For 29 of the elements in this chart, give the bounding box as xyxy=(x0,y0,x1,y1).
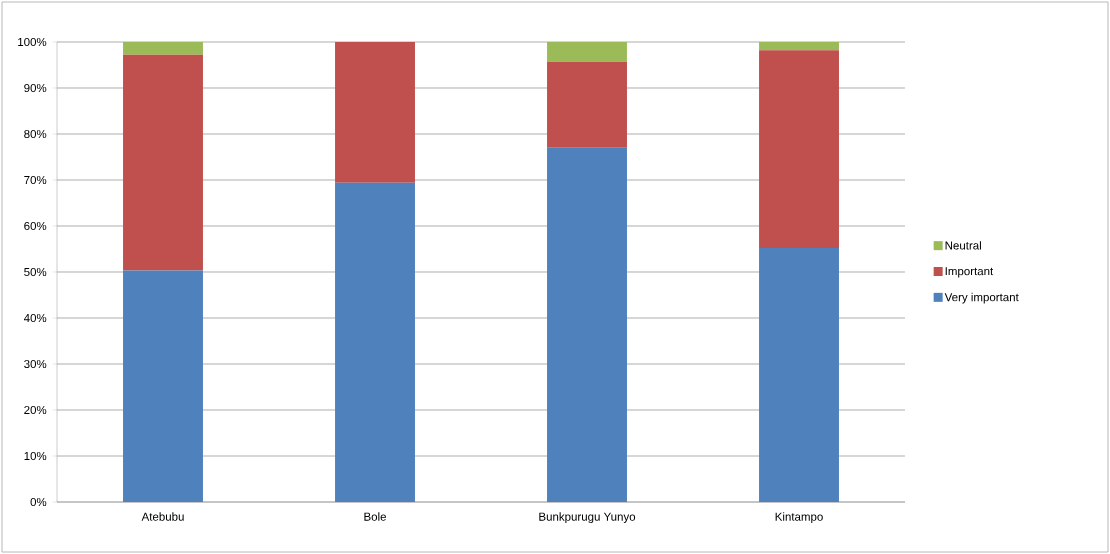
bar xyxy=(123,54,203,271)
bar xyxy=(335,182,415,502)
legend-label: Very important xyxy=(944,292,1019,304)
x-tick-label: Bole xyxy=(364,512,386,521)
y-tick-label: 40% xyxy=(23,313,47,323)
y-tick-label: 100% xyxy=(18,37,47,47)
y-tick-label: 10% xyxy=(24,451,47,461)
y-tick-label: 20% xyxy=(24,405,47,415)
x-tick-label: Atebubu xyxy=(141,512,184,521)
bar xyxy=(759,248,839,502)
bar xyxy=(547,41,627,62)
y-tick-label: 60% xyxy=(24,221,47,231)
bar xyxy=(547,61,627,148)
bar xyxy=(123,41,203,55)
y-tick-label: 80% xyxy=(24,129,47,139)
bar xyxy=(123,270,203,502)
bar xyxy=(759,41,839,51)
x-tick-label: Kintampo xyxy=(775,512,823,524)
bar xyxy=(547,147,627,502)
bar xyxy=(759,50,839,249)
legend-label: Important xyxy=(945,267,994,278)
y-tick-label: 90% xyxy=(24,83,47,93)
y-tick-label: 30% xyxy=(24,359,47,369)
legend-label: Neutral xyxy=(945,241,981,250)
y-tick-label: 70% xyxy=(24,175,47,185)
x-tick-label: Bunkpurugu Yunyo xyxy=(539,512,636,524)
bar xyxy=(335,41,415,183)
y-tick-label: 0% xyxy=(30,497,47,507)
y-tick-label: 50% xyxy=(24,267,47,277)
